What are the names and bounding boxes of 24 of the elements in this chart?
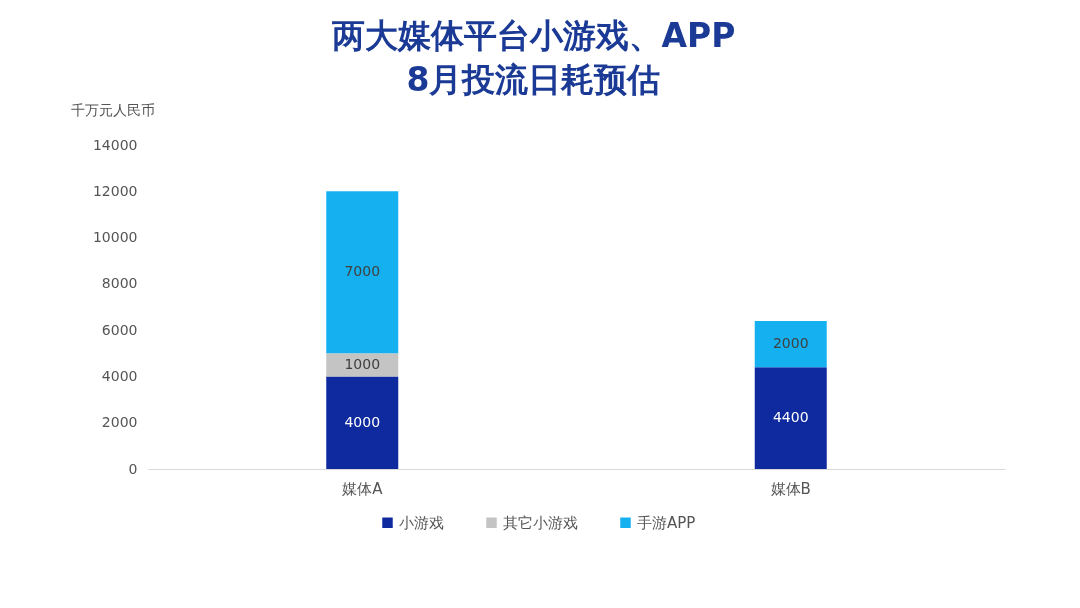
legend-label: 其它小游戏 [503, 513, 578, 532]
x-tick-label: 媒体A [342, 479, 384, 498]
bar [754, 320, 827, 368]
x-tick-label: 媒体B [770, 479, 811, 498]
bar [326, 191, 399, 354]
data-label: 2000 [772, 335, 809, 352]
legend-label: 手游APP [637, 513, 696, 532]
bar [326, 376, 399, 469]
y-tick-label: 6000 [101, 321, 138, 338]
data-label: 4000 [344, 413, 381, 430]
y-tick-label: 2000 [101, 414, 138, 431]
data-label: 4400 [772, 409, 809, 426]
y-tick-label: 10000 [92, 229, 138, 246]
y-axis-title: 千万元人民币 [70, 101, 155, 118]
legend-label: 小游戏 [399, 513, 444, 532]
y-tick-label: 0 [128, 460, 138, 477]
bar [754, 367, 827, 469]
y-tick-label: 4000 [101, 367, 138, 384]
data-label: 1000 [344, 355, 381, 372]
y-tick-label: 8000 [101, 275, 138, 292]
data-label: 7000 [344, 263, 381, 280]
chart-title: 两大媒体平台小游戏、APP 8月投流日耗预估 [330, 16, 736, 99]
y-tick-label: 14000 [92, 136, 138, 153]
y-tick-label: 12000 [92, 182, 138, 199]
